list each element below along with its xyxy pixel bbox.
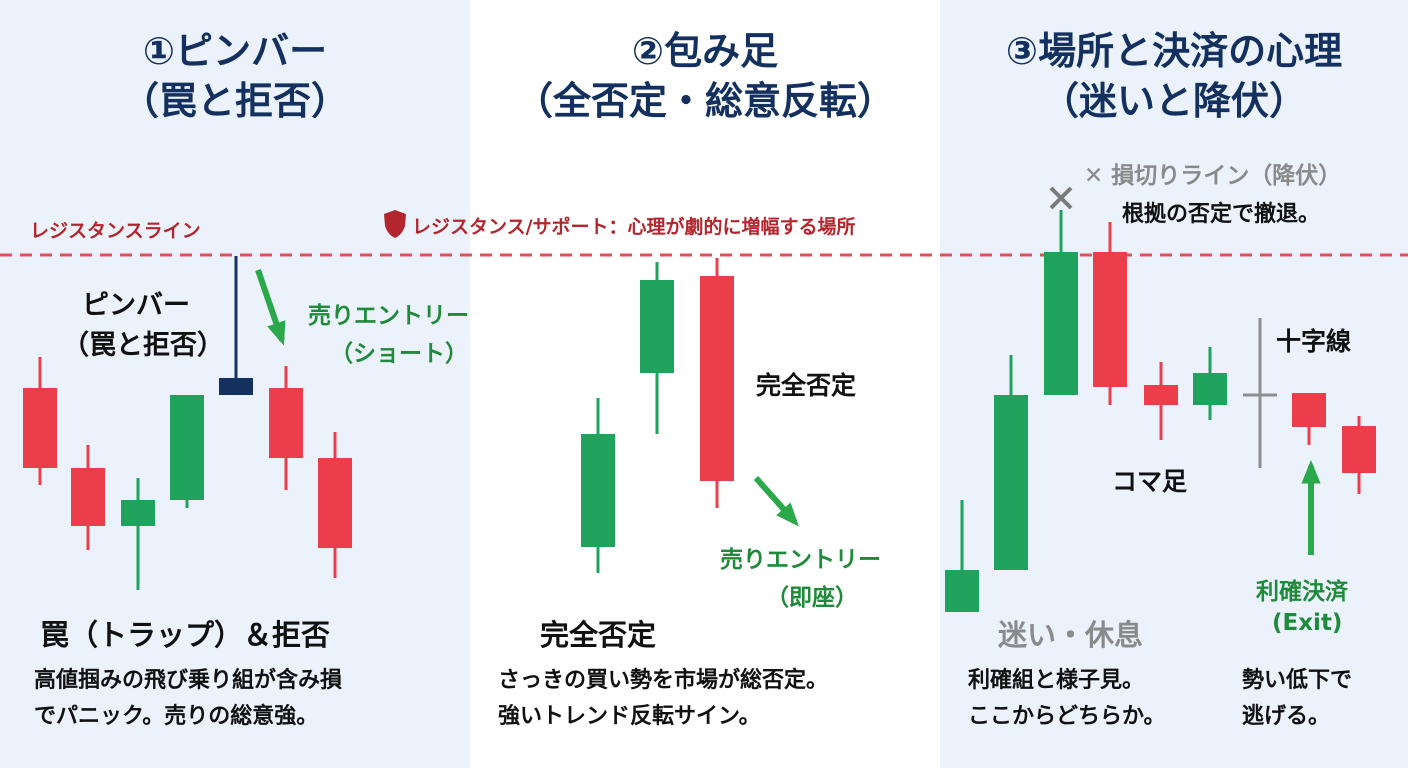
pin-bar-label: ピンバー [82,290,190,321]
exit-desc-1: 勢い低下で [1242,668,1353,693]
sell-entry-sublabel: （ショート） [330,341,468,367]
candle-body [219,378,253,395]
candle-body [945,570,979,612]
candle-body [1342,426,1376,473]
panel3-heading: 迷い・休息 [998,618,1144,652]
candle-body [121,500,155,526]
candle-body [581,434,615,547]
candle-body [71,468,105,526]
panel1-title: ①ピンバー [142,29,328,73]
sell-entry-arrow-head [267,320,286,346]
candle-body [994,395,1028,570]
pin-bar-sublabel: （罠と拒否） [62,330,224,361]
sell-entry-label: 売りエントリー [308,303,469,329]
panel1-desc-1: 高値掴みの飛び乗り組が含み損 [34,668,343,693]
candle-body [269,388,303,458]
exit-label: (Exit) [1272,610,1343,636]
panel3-title: ③場所と決済の心理 [1005,29,1343,73]
candle-body [318,458,352,548]
panel2-heading: 完全否定 [540,618,657,652]
panel1-subtitle: （罠と拒否） [120,79,349,123]
panel2-title: ②包み足 [631,29,779,73]
candle-body [23,388,57,468]
stop-loss-x-icon [1049,186,1073,210]
shield-icon [384,210,406,238]
engulfing-candle-label: 完全否定 [756,371,857,400]
panel2-desc-1: さっきの買い勢を市場が総否定。 [498,668,829,693]
exit-arrow-head [1301,460,1321,484]
stop-loss-label: ✕ 損切りライン（降伏） [1084,163,1342,189]
candle-body [700,276,734,481]
candle-body [640,280,674,373]
resistance-line-label: レジスタンスライン [30,220,201,242]
sell-entry-immediate-arrow-head [776,502,799,527]
candle-body [1044,252,1078,395]
candle-body [1193,373,1227,405]
panel3-desc-2: ここからどちらか。 [968,704,1166,729]
candle-body [170,395,204,500]
panel1-desc-2: でパニック。売りの総意強。 [34,704,319,729]
panel3-desc-1: 利確組と様子見。 [968,668,1145,693]
take-profit-label: 利確決済 [1256,579,1348,605]
exit-desc-2: 逃げる。 [1242,704,1331,729]
panel3-subtitle: （迷いと降伏） [1040,79,1307,123]
panel2-desc-2: 強いトレンド反転サイン。 [498,704,761,729]
stop-loss-desc: 根拠の否定で撤退。 [1122,202,1321,227]
panel2-subtitle: （全否定・総意反転） [514,79,895,123]
sell-entry-immediate-label: 売りエントリー [720,547,881,573]
panel-location-exit [940,0,1408,768]
spinning-top-label: コマ足 [1112,467,1188,496]
resistance-support-banner: レジスタンス/サポート：心理が劇的に増幅する場所 [412,216,856,238]
doji-label: 十字線 [1276,327,1352,356]
sell-entry-immediate-sublabel: （即座） [766,585,858,611]
panel1-heading: 罠（トラップ）＆拒否 [40,618,331,652]
candle-body [1292,393,1326,427]
candle-body [1093,252,1127,387]
candle-body [1144,385,1178,405]
